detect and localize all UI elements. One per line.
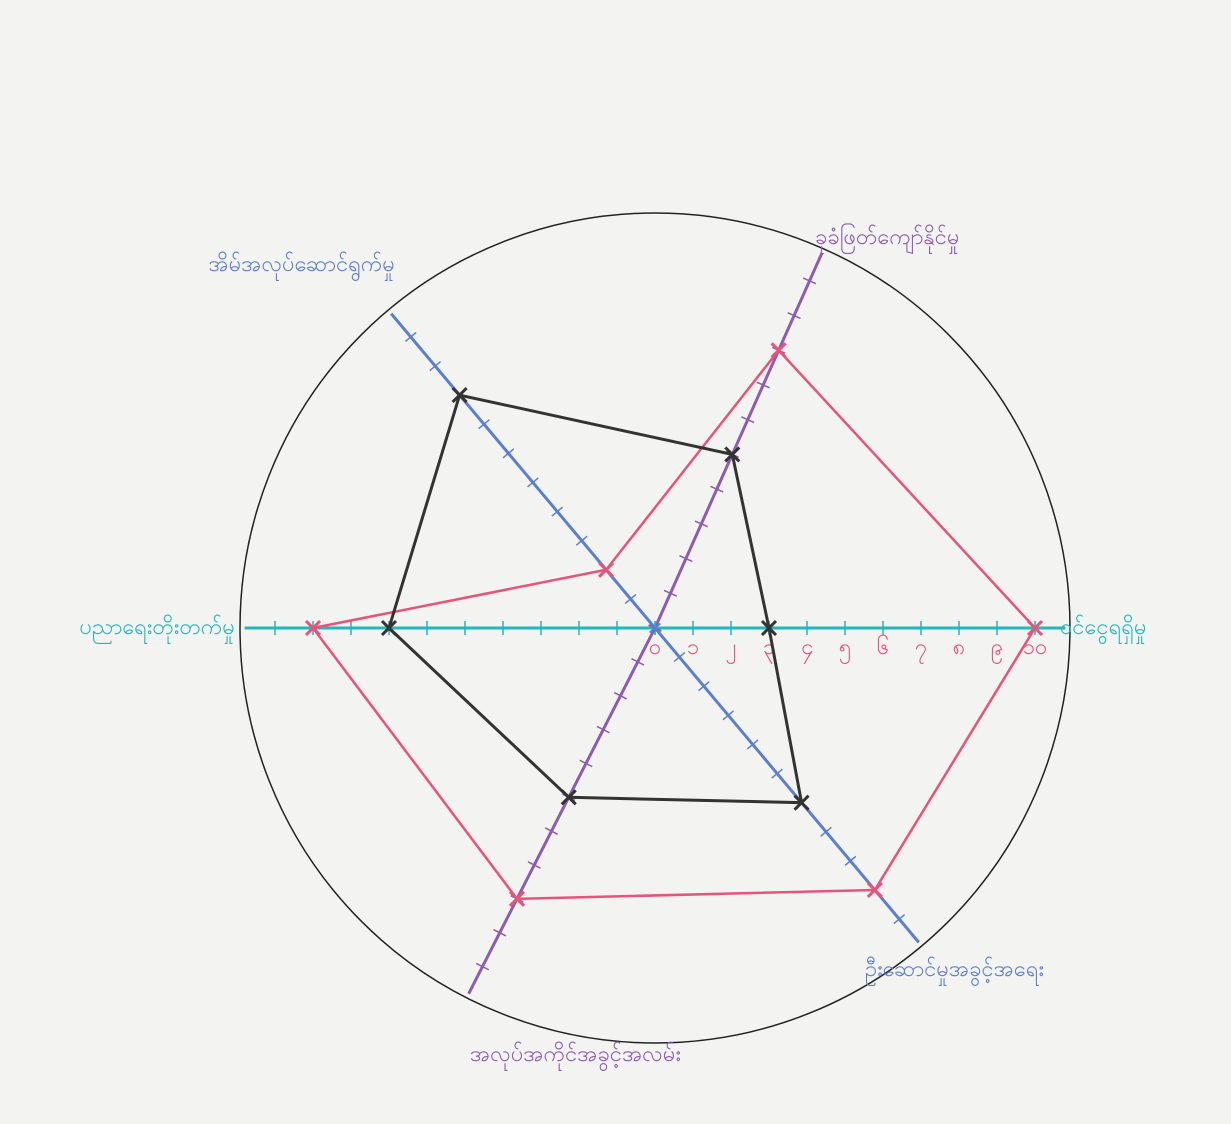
tick-mark [663, 589, 678, 597]
data-point [1026, 619, 1044, 637]
tick-mark [527, 477, 539, 488]
tick-mark [613, 691, 628, 700]
tick-mark [710, 485, 724, 493]
tick-label: ၀ [649, 635, 661, 660]
data-point [451, 387, 468, 404]
tick-mark [844, 855, 857, 866]
data-point [760, 619, 778, 637]
axis-label: ဦးဆောင်မှုအခွင့်အရေး [865, 956, 1044, 987]
tick-mark [544, 827, 559, 835]
tick-mark [893, 914, 906, 925]
tick-label: ၁၀ [1023, 635, 1048, 660]
tick-label: ၉ [991, 635, 1003, 664]
tick-mark [649, 622, 661, 634]
tick-label: ၁ [687, 635, 699, 660]
axis-label: အိမ်အလုပ်ဆောင်ရွက်မှု [209, 251, 395, 282]
tick-label: ၄ [801, 635, 813, 664]
axis-label: အလုပ်အကိုင်အခွင့်အလမ်း [470, 1041, 681, 1072]
tick-mark [631, 658, 645, 666]
tick-mark [756, 381, 770, 389]
tick-label: ၅ [839, 635, 851, 664]
tick-mark [551, 506, 564, 517]
tick-label: ၂ [726, 635, 737, 664]
axis-label: ဝင်ငွေရရှိမှု [1060, 614, 1147, 645]
tick-label: ၆ [877, 634, 889, 660]
tick-mark [771, 768, 783, 779]
data-point [724, 446, 741, 463]
tick-mark [722, 710, 735, 721]
tick-mark [787, 312, 801, 320]
tick-mark [429, 360, 442, 372]
data-point [380, 619, 398, 637]
axis-label: ပညာရေးတိုးတက်မှု [79, 614, 235, 644]
data-point [508, 890, 526, 907]
tick-mark [493, 928, 507, 937]
data-point [598, 561, 615, 578]
tick-mark [694, 520, 709, 528]
data-point [304, 619, 322, 637]
tick-mark [502, 448, 515, 459]
tick-mark [475, 962, 490, 971]
tick-mark [579, 759, 593, 768]
data-point [770, 342, 787, 359]
tick-label: ၈ [953, 635, 966, 660]
tick-mark [527, 861, 541, 869]
tick-mark [575, 535, 588, 546]
tick-mark [698, 681, 710, 692]
data-point [560, 789, 577, 806]
tick-label: ၇ [915, 635, 927, 664]
tick-mark [404, 331, 417, 342]
data-point [793, 794, 810, 811]
axis-label: ခုခံဖြတ်ကျော်နိုင်မှု [815, 223, 960, 254]
tick-mark [596, 725, 610, 734]
tick-mark [478, 419, 490, 430]
tick-mark [673, 652, 686, 663]
tick-mark [820, 826, 832, 837]
tick-mark [741, 416, 755, 424]
tick-mark [624, 593, 637, 604]
outer-circle [239, 212, 1071, 1044]
tick-mark [802, 277, 817, 285]
tick-mark [746, 739, 759, 750]
data-point [866, 881, 883, 899]
tick-mark [679, 555, 693, 563]
